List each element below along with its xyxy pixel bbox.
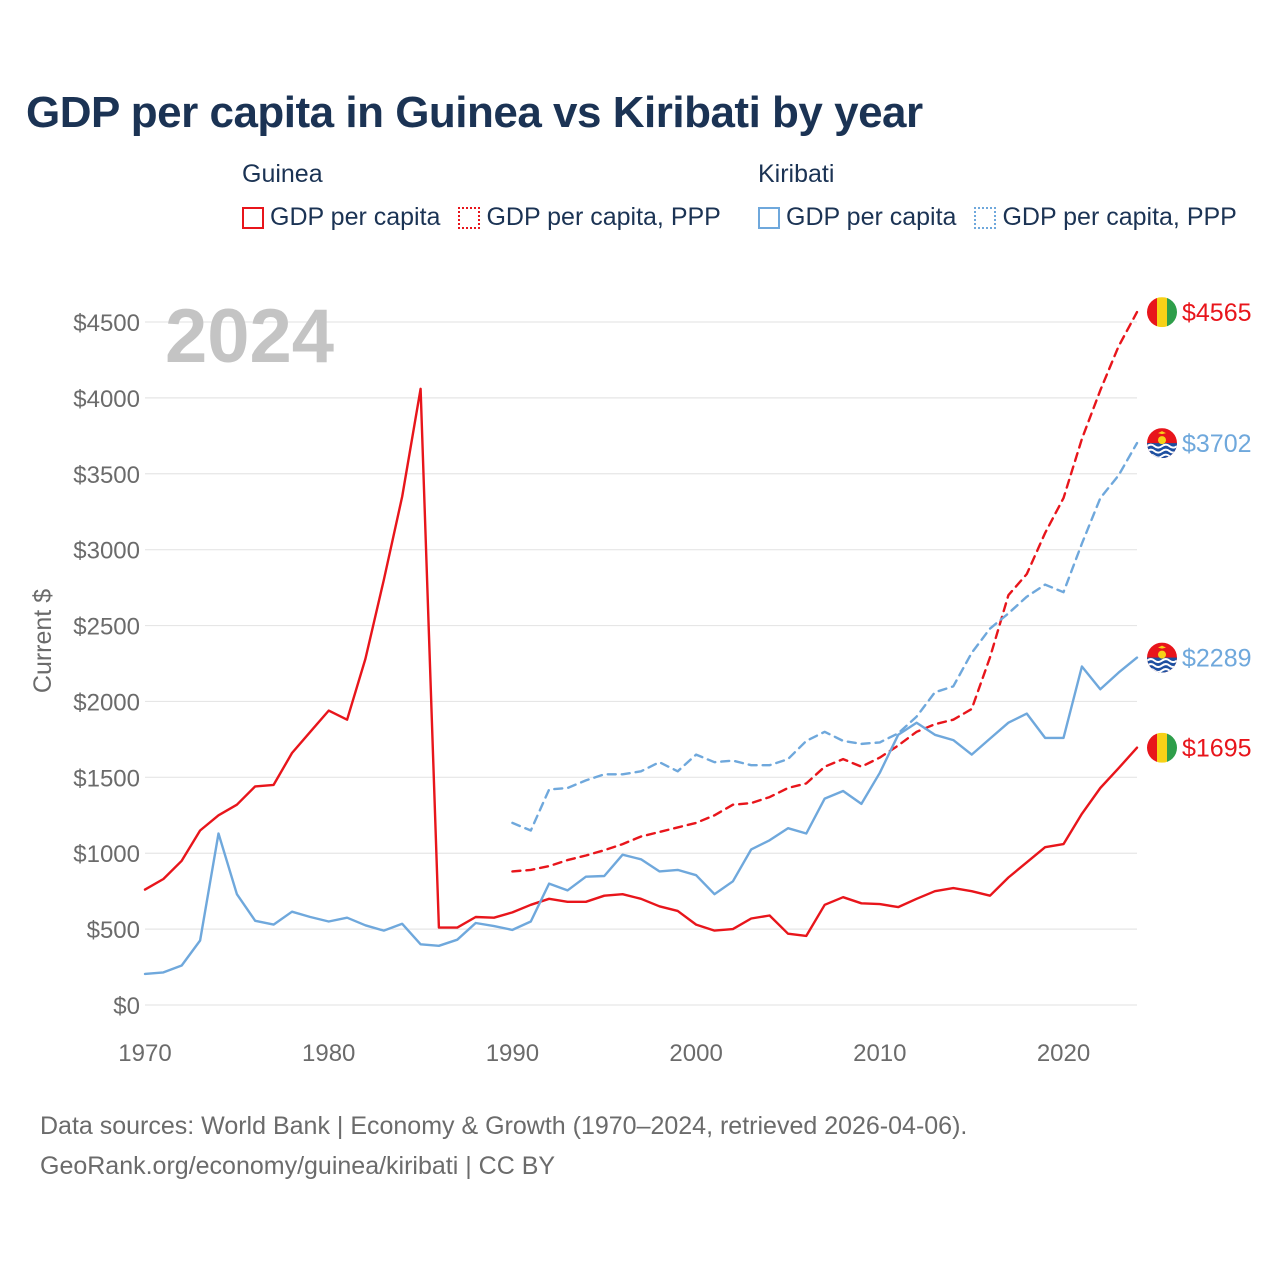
gridlines xyxy=(145,321,1137,1006)
end-label-3: $3702 xyxy=(1182,430,1252,458)
series-line-0[interactable] xyxy=(143,387,1139,938)
flag-icon-guinea xyxy=(1147,297,1177,328)
y-tick-label: $4500 xyxy=(73,310,140,337)
y-tick-label: $500 xyxy=(87,917,140,944)
y-tick-label: $4000 xyxy=(73,386,140,413)
legend-swatch-kiribati-gdp xyxy=(758,206,780,229)
series-line-1[interactable] xyxy=(511,310,1139,873)
y-tick-label: $2500 xyxy=(73,614,140,641)
end-label-2: $2289 xyxy=(1182,645,1252,673)
x-tick-label: 2010 xyxy=(853,1040,906,1067)
x-tick-label: 1970 xyxy=(118,1040,171,1067)
legend-group-guinea: Guinea GDP per capita GDP per capita, PP… xyxy=(242,160,721,232)
x-tick-label: 2000 xyxy=(669,1040,722,1067)
legend-group-title-guinea: Guinea xyxy=(242,160,323,188)
x-axis-ticks: 1970 1980 1990 2000 2010 2020 xyxy=(118,1040,1090,1067)
legend-swatch-guinea-gdp-ppp xyxy=(458,206,481,229)
y-tick-label: $2000 xyxy=(73,689,140,716)
end-label-0: $1695 xyxy=(1182,735,1252,763)
end-labels: $1695 $4565 $2289 $3702 xyxy=(1147,297,1252,763)
y-tick-label: $0 xyxy=(113,993,140,1020)
y-tick-label: $3000 xyxy=(73,538,140,565)
legend-swatch-kiribati-gdp-ppp xyxy=(974,206,997,229)
footer-sources: Data sources: World Bank | Economy & Gro… xyxy=(40,1112,968,1140)
series-lines xyxy=(143,310,1139,976)
legend-label-guinea-gdp-ppp: GDP per capita, PPP xyxy=(486,203,721,231)
year-watermark: 2024 xyxy=(165,294,334,379)
flag-icon-kiribati xyxy=(1147,642,1177,673)
series-line-3[interactable] xyxy=(511,441,1139,832)
x-tick-label: 2020 xyxy=(1037,1040,1090,1067)
y-tick-label: $1500 xyxy=(73,765,140,792)
legend-label-guinea-gdp: GDP per capita xyxy=(270,203,441,231)
flag-icon-guinea xyxy=(1147,732,1177,763)
legend-group-title-kiribati: Kiribati xyxy=(758,160,835,188)
legend-swatch-guinea-gdp xyxy=(242,206,264,229)
legend-item-guinea-gdp[interactable]: GDP per capita xyxy=(242,203,440,232)
end-label-1: $4565 xyxy=(1182,299,1252,327)
series-line-2[interactable] xyxy=(143,656,1139,976)
chart-title: GDP per capita in Guinea vs Kiribati by … xyxy=(26,88,923,137)
x-tick-label: 1980 xyxy=(302,1040,355,1067)
y-axis-label: Current $ xyxy=(29,589,57,693)
flag-icon-kiribati xyxy=(1147,428,1177,459)
y-tick-label: $1000 xyxy=(73,841,140,868)
y-axis-ticks: $0 $500 $1000 $1500 $2000 $2500 $3000 $3500 $400… xyxy=(73,310,140,1020)
legend-group-kiribati: Kiribati GDP per capita GDP per capita, … xyxy=(758,160,1237,232)
x-tick-label: 1990 xyxy=(486,1040,539,1067)
legend-item-guinea-gdp-ppp[interactable]: GDP per capita, PPP xyxy=(458,203,721,232)
legend-item-kiribati-gdp-ppp[interactable]: GDP per capita, PPP xyxy=(974,203,1237,232)
y-tick-label: $3500 xyxy=(73,462,140,489)
line-chart: $0 $500 $1000 $1500 $2000 $2500 $3000 $3500 $400… xyxy=(29,294,1252,1067)
footer-link[interactable]: GeoRank.org/economy/guinea/kiribati | CC… xyxy=(40,1152,556,1180)
legend-item-kiribati-gdp[interactable]: GDP per capita xyxy=(758,203,956,232)
footer: Data sources: World Bank | Economy & Gro… xyxy=(40,1106,967,1186)
legend-label-kiribati-gdp: GDP per capita xyxy=(786,203,957,231)
legend-label-kiribati-gdp-ppp: GDP per capita, PPP xyxy=(1002,203,1237,231)
